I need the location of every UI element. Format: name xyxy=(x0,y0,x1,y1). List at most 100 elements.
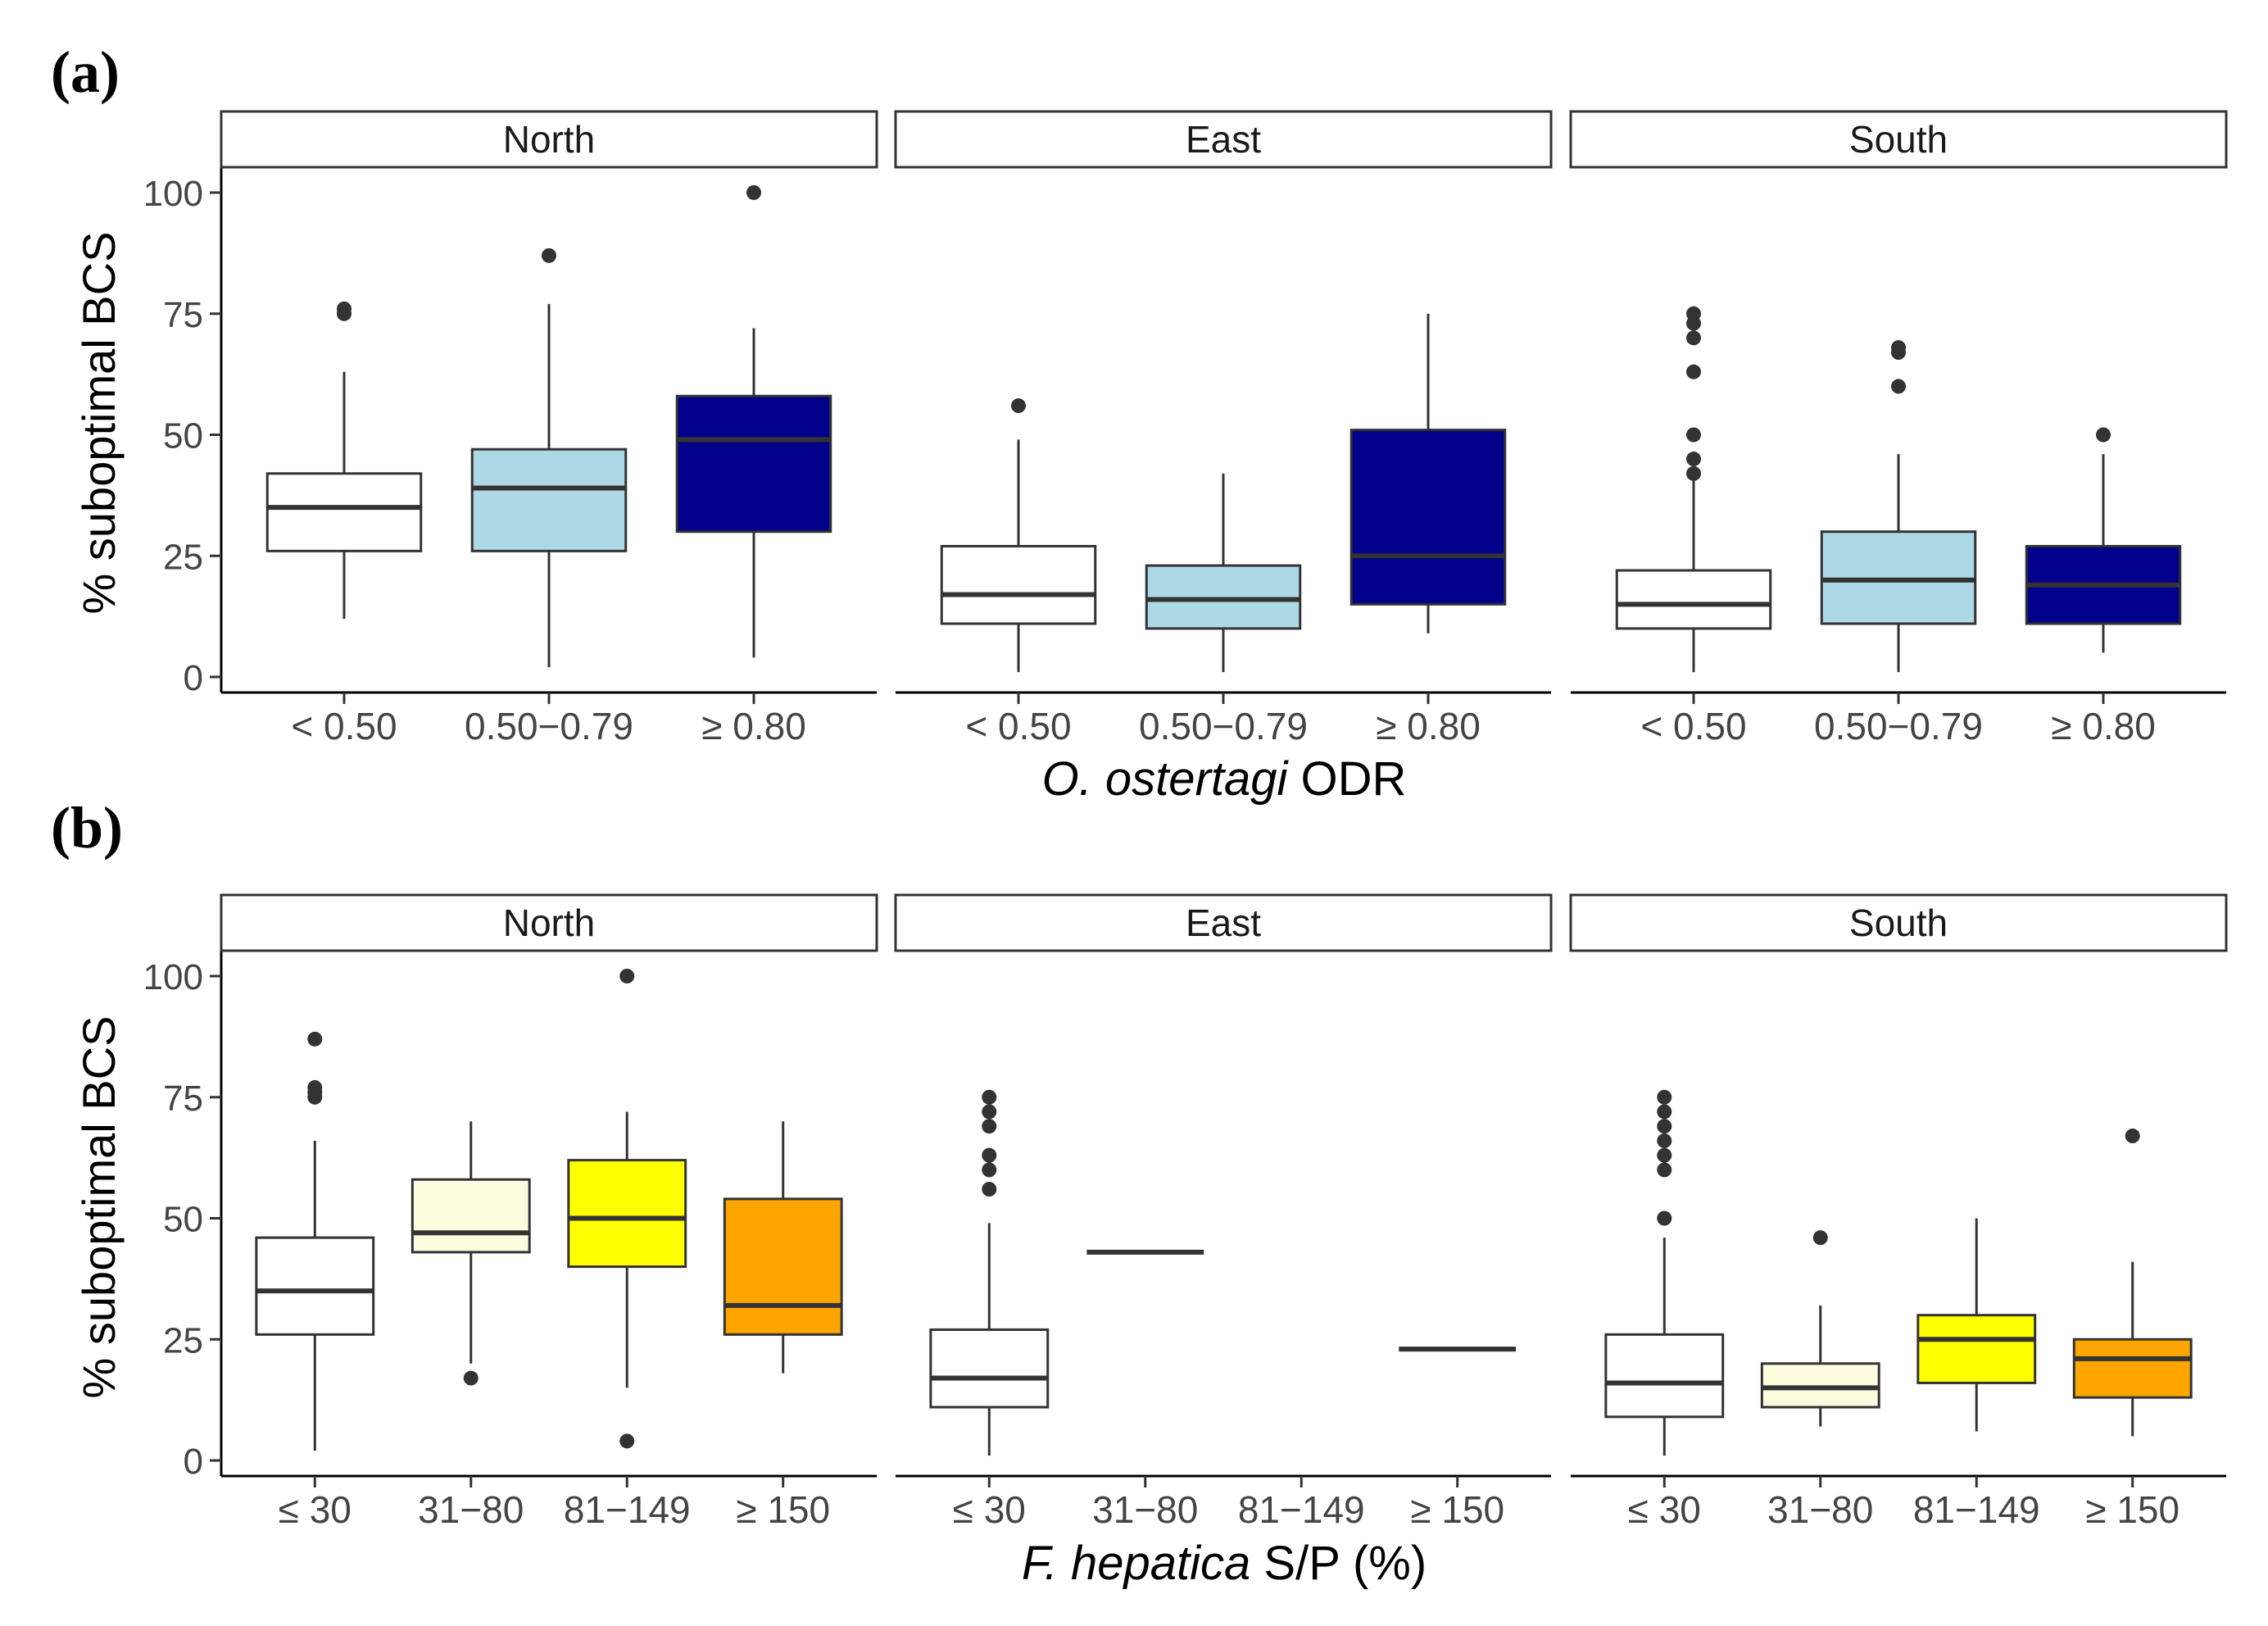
x-tick-label: 81−149 xyxy=(1238,1488,1365,1531)
outlier-point xyxy=(307,1031,323,1047)
box-east-2 xyxy=(1349,313,1507,634)
x-tick-label: ≤ 30 xyxy=(279,1488,352,1531)
box-iqr xyxy=(723,1197,843,1336)
x-tick-label: ≥ 150 xyxy=(2085,1488,2180,1531)
outlier-point xyxy=(1686,364,1701,379)
outlier-point xyxy=(2096,427,2111,443)
x-axis-title: O. ostertagi ODR xyxy=(1042,752,1407,806)
box-east-0 xyxy=(940,398,1097,673)
x-tick-label: < 0.50 xyxy=(1640,705,1746,747)
outlier-point xyxy=(1686,452,1701,467)
box-north-3 xyxy=(723,1121,843,1374)
x-axis-title: F. hepatica S/P (%) xyxy=(1022,1537,1427,1590)
outlier-point xyxy=(982,1089,997,1105)
outlier-point xyxy=(1686,306,1701,321)
x-tick-label: ≤ 30 xyxy=(953,1488,1026,1531)
box-south-0 xyxy=(1604,1089,1725,1456)
x-tick-label: 0.50−0.79 xyxy=(1139,705,1308,747)
box-north-1 xyxy=(470,248,628,668)
facet-strip-label: North xyxy=(503,902,595,944)
box-north-2 xyxy=(675,185,832,658)
box-iqr xyxy=(567,1159,687,1269)
outlier-point xyxy=(982,1147,997,1163)
x-tick-label: ≥ 0.80 xyxy=(701,705,806,747)
x-tick-label: < 0.50 xyxy=(291,705,397,747)
box-iqr xyxy=(411,1178,531,1254)
x-tick-label: 0.50−0.79 xyxy=(465,705,633,747)
facet-strip xyxy=(1569,893,2228,952)
box-north-0 xyxy=(255,1031,375,1451)
y-axis-title: % suboptimal BCS xyxy=(73,232,125,615)
facet-strip-label: East xyxy=(1186,118,1261,161)
x-axis-title-rest: S/P (%) xyxy=(1250,1537,1427,1590)
box-iqr xyxy=(1916,1314,2037,1384)
outlier-point xyxy=(1891,340,1906,356)
outlier-point xyxy=(1686,466,1701,481)
box-south-0 xyxy=(1615,306,1772,673)
facet-strip-label: North xyxy=(503,118,595,161)
outlier-point xyxy=(1891,379,1906,394)
y-tick-label: 50 xyxy=(163,416,203,456)
facet-strip xyxy=(1569,110,2228,169)
y-tick-label: 0 xyxy=(184,658,203,698)
panel-0: (a) % suboptimal BCS 0 25 50 75 100 O. ostertag… xyxy=(51,39,2228,806)
box-iqr xyxy=(470,447,628,552)
box-iqr xyxy=(255,1236,375,1336)
x-tick-label: 31−80 xyxy=(1092,1488,1198,1531)
y-tick-label: 50 xyxy=(163,1200,203,1240)
outlier-point xyxy=(619,969,635,983)
outlier-point xyxy=(619,1433,635,1449)
x-axis-title-rest: ODR xyxy=(1287,752,1406,806)
outlier-point xyxy=(982,1162,997,1178)
outlier-point xyxy=(2125,1129,2140,1144)
box-iqr xyxy=(1349,429,1507,606)
outlier-point xyxy=(982,1104,997,1120)
facet-east: East < 0.50 0.50−0.79 ≥ 0.80 xyxy=(894,110,1553,747)
box-iqr xyxy=(265,472,423,552)
facet-east: East ≤ 30 31−80 81−149 ≥ 150 xyxy=(894,893,1553,1531)
outlier-point xyxy=(307,1079,323,1095)
box-iqr xyxy=(940,544,1097,625)
box-south-1 xyxy=(1760,1230,1880,1427)
outlier-point xyxy=(1011,398,1026,414)
box-iqr xyxy=(675,394,832,534)
outlier-point xyxy=(746,185,761,200)
box-north-0 xyxy=(265,301,423,620)
panel-1: (b) % suboptimal BCS 0 25 50 75 100 F. hepatica… xyxy=(51,795,2228,1590)
x-tick-label: ≥ 150 xyxy=(736,1488,830,1531)
facet-strip xyxy=(220,893,878,952)
y-tick-label: 75 xyxy=(163,295,203,335)
x-tick-label: ≤ 30 xyxy=(1628,1488,1701,1531)
panel-label: (a) xyxy=(51,39,120,105)
facet-strip xyxy=(894,110,1553,169)
outlier-point xyxy=(337,301,352,316)
x-tick-label: ≥ 0.80 xyxy=(2051,705,2156,747)
outlier-point xyxy=(1657,1210,1672,1226)
y-tick-label: 100 xyxy=(143,174,203,214)
outlier-point xyxy=(1657,1147,1672,1163)
x-tick-label: 31−80 xyxy=(418,1488,524,1531)
outlier-point xyxy=(1657,1119,1672,1134)
box-iqr xyxy=(929,1328,1050,1409)
y-tick-label: 75 xyxy=(163,1079,203,1119)
box-iqr xyxy=(1604,1333,1725,1419)
box-east-1 xyxy=(1145,473,1302,673)
x-tick-label: 31−80 xyxy=(1767,1488,1873,1531)
x-tick-label: ≥ 0.80 xyxy=(1376,705,1481,747)
y-tick-label: 25 xyxy=(163,1320,203,1360)
x-axis-title-italic: O. ostertagi xyxy=(1042,752,1290,806)
outlier-point xyxy=(1686,427,1701,443)
outlier-point xyxy=(982,1119,997,1134)
facet-strip xyxy=(894,893,1553,952)
facet-strip-label: South xyxy=(1849,118,1948,161)
box-east-0 xyxy=(929,1089,1050,1456)
facet-north: North < 0.50 0.50−0.79 ≥ 0.80 xyxy=(220,110,878,747)
x-tick-label: 81−149 xyxy=(1913,1488,2040,1531)
facet-south: South < 0.50 0.50−0.79 ≥ 0.80 xyxy=(1569,110,2228,747)
x-tick-label: 81−149 xyxy=(564,1488,691,1531)
box-north-2 xyxy=(567,969,687,1449)
facet-strip xyxy=(220,110,878,169)
facet-north: North ≤ 30 31−80 81−149 ≥ 150 xyxy=(220,893,878,1531)
facet-strip-label: East xyxy=(1186,902,1261,944)
